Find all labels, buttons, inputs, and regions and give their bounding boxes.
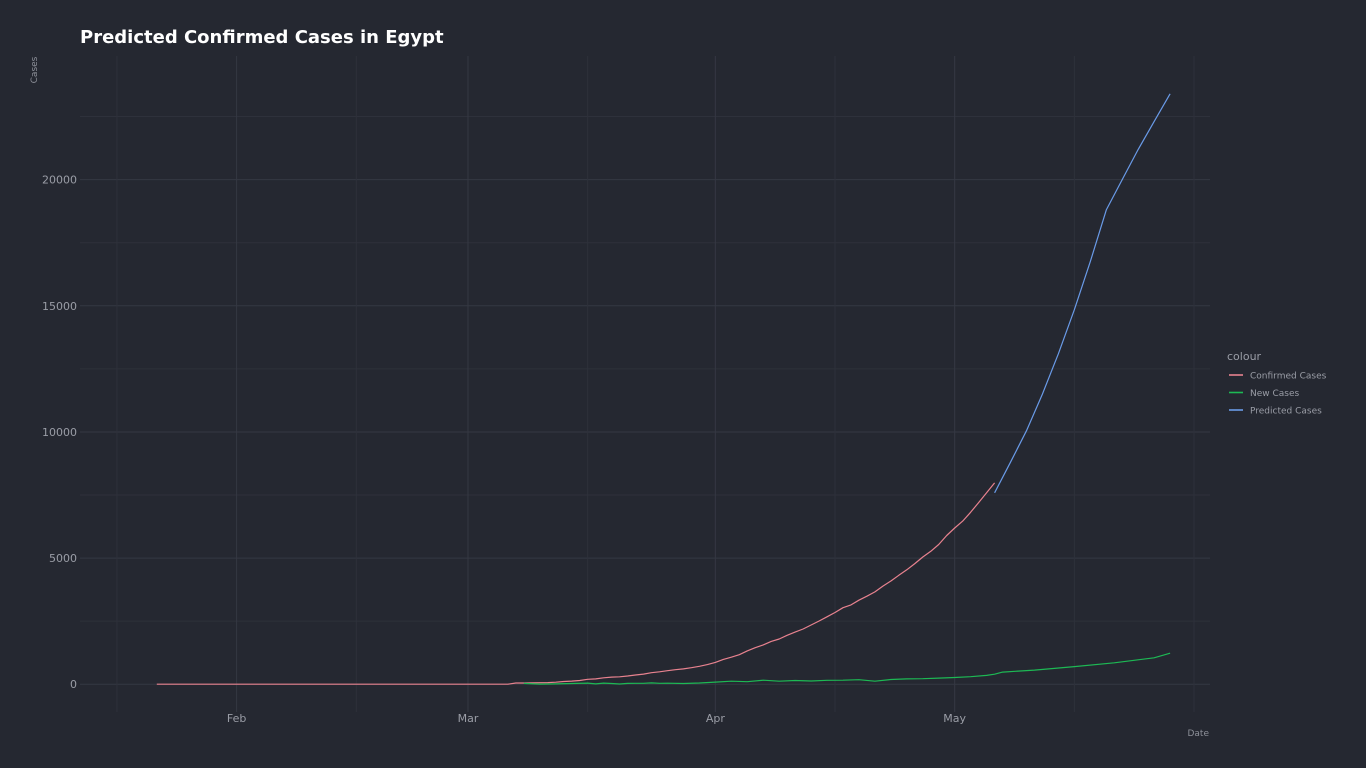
series-line-predicted-cases xyxy=(994,93,1171,494)
legend: colour Confirmed Cases New Cases Predicted… xyxy=(1227,350,1327,417)
legend-label: Confirmed Cases xyxy=(1250,372,1327,382)
legend-label: New Cases xyxy=(1250,389,1300,399)
y-tick-label: 15000 xyxy=(42,300,77,313)
series-line-confirmed-cases xyxy=(156,482,996,685)
x-axis-title: Date xyxy=(1187,729,1209,739)
y-axis-ticks: 0 5000 10000 15000 20000 xyxy=(42,174,77,692)
legend-label: Predicted Cases xyxy=(1250,407,1322,417)
series-line-new-cases xyxy=(523,652,1171,685)
y-tick-label: 10000 xyxy=(42,426,77,439)
x-tick-label: May xyxy=(943,712,966,725)
legend-item-confirmed-cases: Confirmed Cases xyxy=(1229,372,1327,382)
x-axis-ticks: Feb Mar Apr May xyxy=(227,712,967,725)
x-tick-label: Mar xyxy=(458,712,479,725)
y-tick-label: 20000 xyxy=(42,174,77,187)
legend-items: Confirmed Cases New Cases Predicted Cases xyxy=(1229,372,1327,417)
series-layer xyxy=(156,93,1171,685)
y-tick-label: 5000 xyxy=(49,552,77,565)
grid-layer xyxy=(80,56,1210,712)
legend-item-predicted-cases: Predicted Cases xyxy=(1229,407,1322,417)
y-tick-label: 0 xyxy=(70,678,77,691)
chart-title: Predicted Confirmed Cases in Egypt xyxy=(80,27,444,48)
x-tick-label: Feb xyxy=(227,712,246,725)
legend-title: colour xyxy=(1227,350,1262,363)
x-tick-label: Apr xyxy=(706,712,726,725)
y-axis-title: Cases xyxy=(30,56,40,83)
legend-item-new-cases: New Cases xyxy=(1229,389,1300,399)
